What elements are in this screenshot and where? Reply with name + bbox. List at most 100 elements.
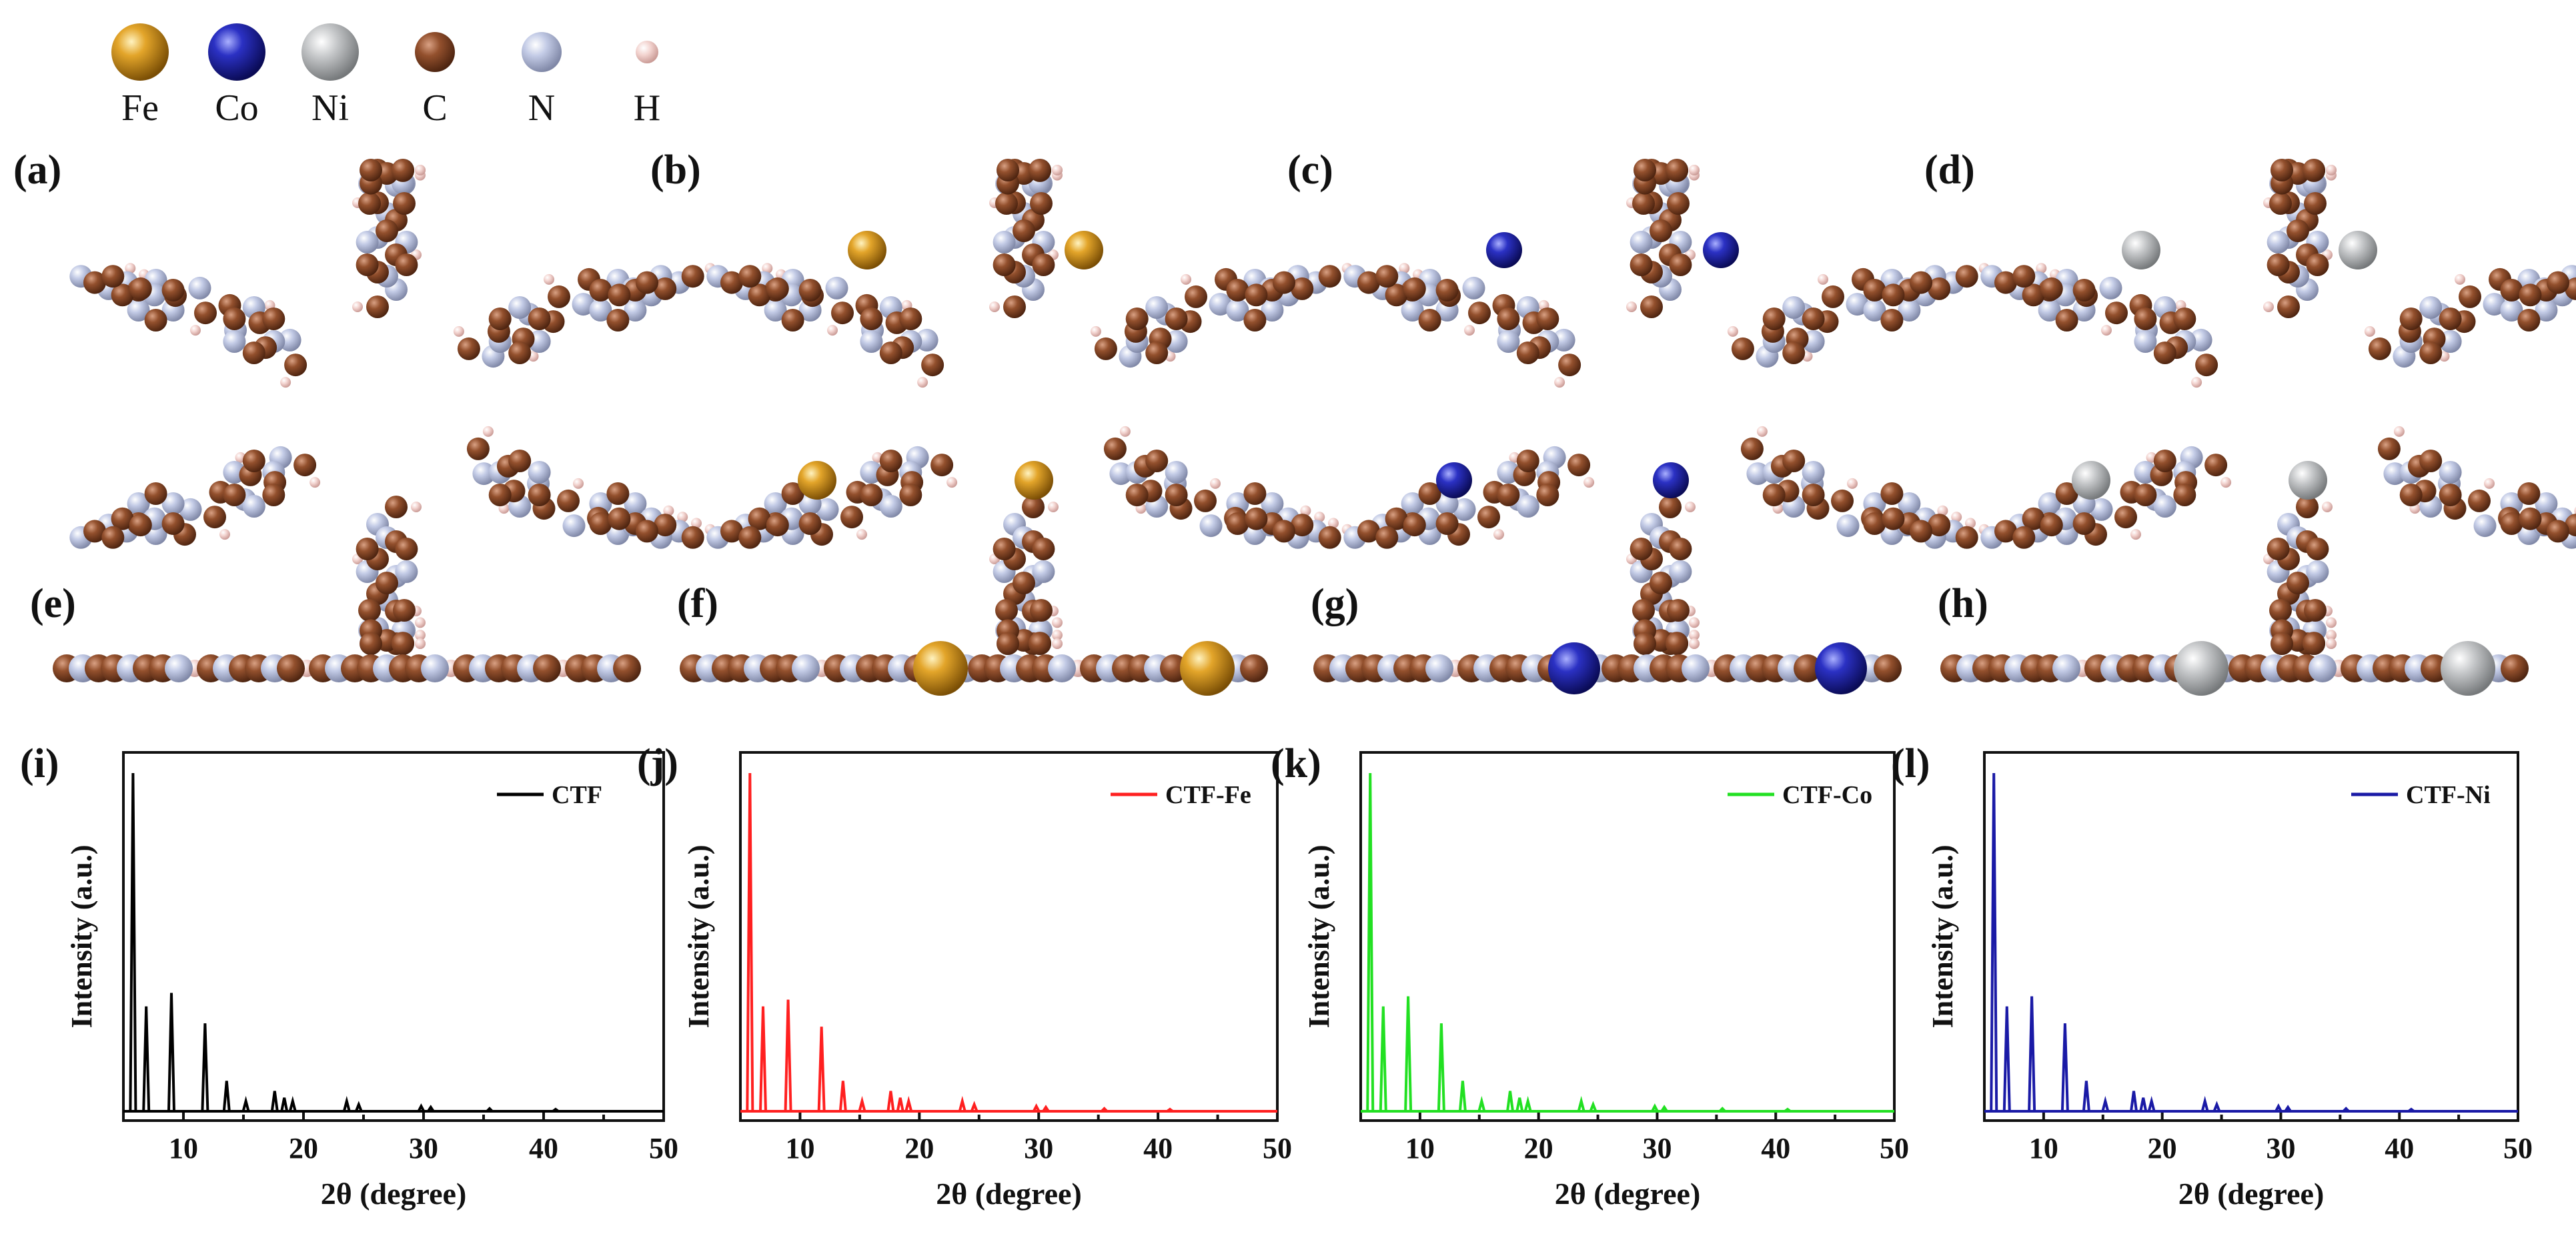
h-atom [856,529,867,540]
fe-atom [1015,461,1053,500]
legend-label-c: C [422,87,447,129]
c-atom [392,159,414,181]
x-tick-label: 50 [1880,1132,1909,1165]
panel-g: (g) [1311,581,1902,694]
n-atom [472,462,496,486]
c-atom [1245,283,1268,307]
n-atom [624,299,647,322]
h-atom [190,325,201,336]
c-atom [1910,520,1932,543]
c-atom [1029,632,1051,655]
h-atom [1052,630,1063,641]
structure-side-view-g [1313,642,1902,694]
h-atom [1052,638,1063,649]
ni-atom [2289,461,2327,500]
legend-label: CTF-Co [1782,781,1872,809]
c-atom [681,526,704,549]
panel-e: (e) [30,581,641,682]
n-atom [2535,299,2558,322]
c-atom [1928,277,1951,300]
xrd-peak [1366,772,1375,1112]
c-atom [376,572,398,594]
h-atom [2326,638,2337,649]
n-atom [1898,299,1921,322]
x-tick-label: 30 [2266,1132,2295,1165]
c-atom [393,599,416,622]
fe-atom [1180,641,1235,696]
h-atom [352,301,363,312]
x-tick-label: 30 [1024,1132,1053,1165]
c-atom [899,307,922,330]
c-atom [860,484,883,506]
h-atom [1119,426,1131,437]
n-atom [1032,560,1055,583]
h-atom [989,301,1000,312]
plot-frame [122,751,665,1122]
c-atom [1145,450,1169,472]
n-atom [1863,299,1886,322]
c-atom [360,159,382,181]
c-atom [1667,599,1690,622]
c-atom [608,507,631,530]
x-tick-label: 10 [169,1132,198,1165]
c-atom [1669,538,1692,560]
c-atom [995,599,1018,622]
n-atom [127,299,150,322]
xrd-peak [1589,1101,1597,1112]
xrd-peak [241,1095,250,1112]
n-atom [825,276,848,299]
atom-legend: Fe Co Ni C N H [111,23,660,129]
legend-item-fe: Fe [111,23,169,129]
c-atom [2055,482,2078,505]
co-atom [1815,642,1867,694]
xrd-chart-j: (j) 10 20 30 40 50 2θ (degree) Intensity (a.u.)… [637,741,1292,1211]
h-atom [1626,301,1637,312]
panel-label-g: (g) [1311,581,1359,626]
c-atom [1874,654,1902,682]
c-atom [2500,279,2523,301]
c-atom [557,489,580,512]
n-atom [879,495,902,518]
c-atom [356,538,379,560]
c-atom [879,342,902,364]
y-axis-label: Intensity (a.u.) [682,844,715,1028]
n-atom [2267,231,2290,253]
h-atom [1399,263,1410,274]
c-atom [2303,632,2325,655]
ni-atom [2174,641,2228,696]
c-atom [358,192,381,215]
n-atom [764,299,787,322]
x-tick-label: 20 [904,1132,934,1165]
c-atom [1634,632,1656,655]
c-atom [2468,489,2491,512]
xrd-peak [1660,1105,1668,1113]
h-atom [1689,638,1700,649]
panel-d: (d) [1924,147,2576,655]
n-atom [1226,299,1249,322]
n-atom [1165,461,1188,484]
c-atom [781,309,804,332]
c-atom [1385,507,1408,530]
c-atom [2277,295,2300,318]
c-atom [1435,512,1459,535]
c-atom [2012,526,2036,549]
xrd-peak [1166,1107,1174,1113]
panel-label-l: (l) [1891,741,1930,786]
h-atom [1210,478,1221,489]
c-atom [262,484,285,506]
c-atom [2022,283,2045,307]
c-atom [2072,512,2096,535]
c-atom [1145,342,1169,364]
c-atom [1030,599,1053,622]
c-atom [1994,271,2017,294]
c-atom [654,514,677,537]
xrd-peak [817,1027,826,1112]
c-atom [2368,337,2391,360]
c-atom [284,354,307,377]
c-atom [2153,450,2176,472]
legend-item-ni: Ni [301,23,359,129]
n-atom [792,654,820,682]
n-atom [1669,560,1692,583]
c-atom [1794,654,1822,682]
